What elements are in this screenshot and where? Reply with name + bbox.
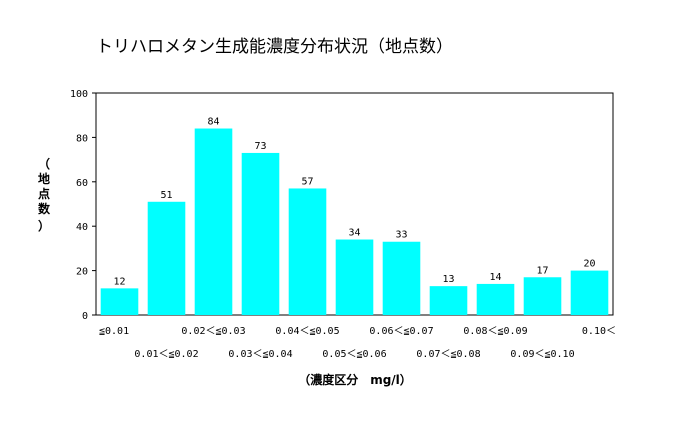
bar	[194, 128, 233, 315]
bar	[476, 283, 515, 315]
y-axis-title-char: 点	[38, 186, 50, 201]
x-axis: ≦0.01 0.01＜≦0.02 0.02＜≦0.03 0.03＜≦0.04 0.04＜…	[99, 326, 616, 360]
bar	[429, 286, 468, 315]
y-axis-title: （地点数 ）	[38, 156, 51, 233]
chart-title: トリハロメタン生成能濃度分布状況（地点数）	[96, 37, 453, 57]
bar-value-label: 84	[207, 117, 219, 128]
x-category-label: 0.02＜≦0.03	[181, 326, 245, 337]
x-category-label: ≦0.01	[99, 326, 129, 337]
bar-value-label: 13	[442, 274, 454, 285]
x-category-label: 0.09＜≦0.10	[510, 349, 574, 360]
bar-value-label: 51	[160, 190, 172, 201]
y-tick-label: 40	[76, 222, 88, 233]
bar-value-label: 20	[583, 259, 595, 270]
x-category-label: 0.03＜≦0.04	[228, 349, 292, 360]
x-category-label: 0.01＜≦0.02	[134, 349, 198, 360]
bar-value-label: 12	[113, 276, 125, 287]
x-category-label: 0.04＜≦0.05	[275, 326, 339, 337]
bar	[147, 201, 186, 315]
x-category-label: 0.05＜≦0.06	[322, 349, 386, 360]
bar	[570, 270, 609, 315]
bar-series: 12 51 84 73 57 34 33 13 14 17 20	[100, 117, 609, 315]
bar	[100, 288, 139, 315]
x-category-label: 0.06＜≦0.07	[369, 326, 433, 337]
bar	[288, 188, 327, 315]
x-category-label: 0.10＜	[582, 326, 616, 337]
bar-value-label: 34	[348, 228, 360, 239]
bar-value-label: 33	[395, 230, 407, 241]
bar	[241, 152, 280, 315]
bar-value-label: 73	[254, 141, 266, 152]
y-axis-title-char: （	[38, 156, 50, 171]
y-tick-label: 60	[76, 178, 88, 189]
x-category-label: 0.08＜≦0.09	[463, 326, 527, 337]
bar-value-label: 17	[536, 265, 548, 276]
bar	[523, 277, 562, 315]
bar	[335, 239, 374, 315]
y-axis-title-char: ）	[38, 218, 50, 233]
bar	[382, 241, 421, 315]
x-category-label: 0.07＜≦0.08	[416, 349, 480, 360]
bar-value-label: 14	[489, 272, 501, 283]
y-axis-title-char: 地	[38, 171, 50, 186]
y-tick-label: 100	[70, 89, 88, 100]
y-tick-label: 80	[76, 133, 88, 144]
y-tick-label: 20	[76, 267, 88, 278]
y-axis: 0 20 40 60 80 100	[70, 89, 96, 322]
y-tick-label: 0	[82, 311, 88, 322]
y-axis-title-char: 数	[38, 201, 51, 216]
bar-value-label: 57	[301, 176, 313, 187]
x-axis-title: （濃度区分 mg/l）	[298, 372, 412, 387]
